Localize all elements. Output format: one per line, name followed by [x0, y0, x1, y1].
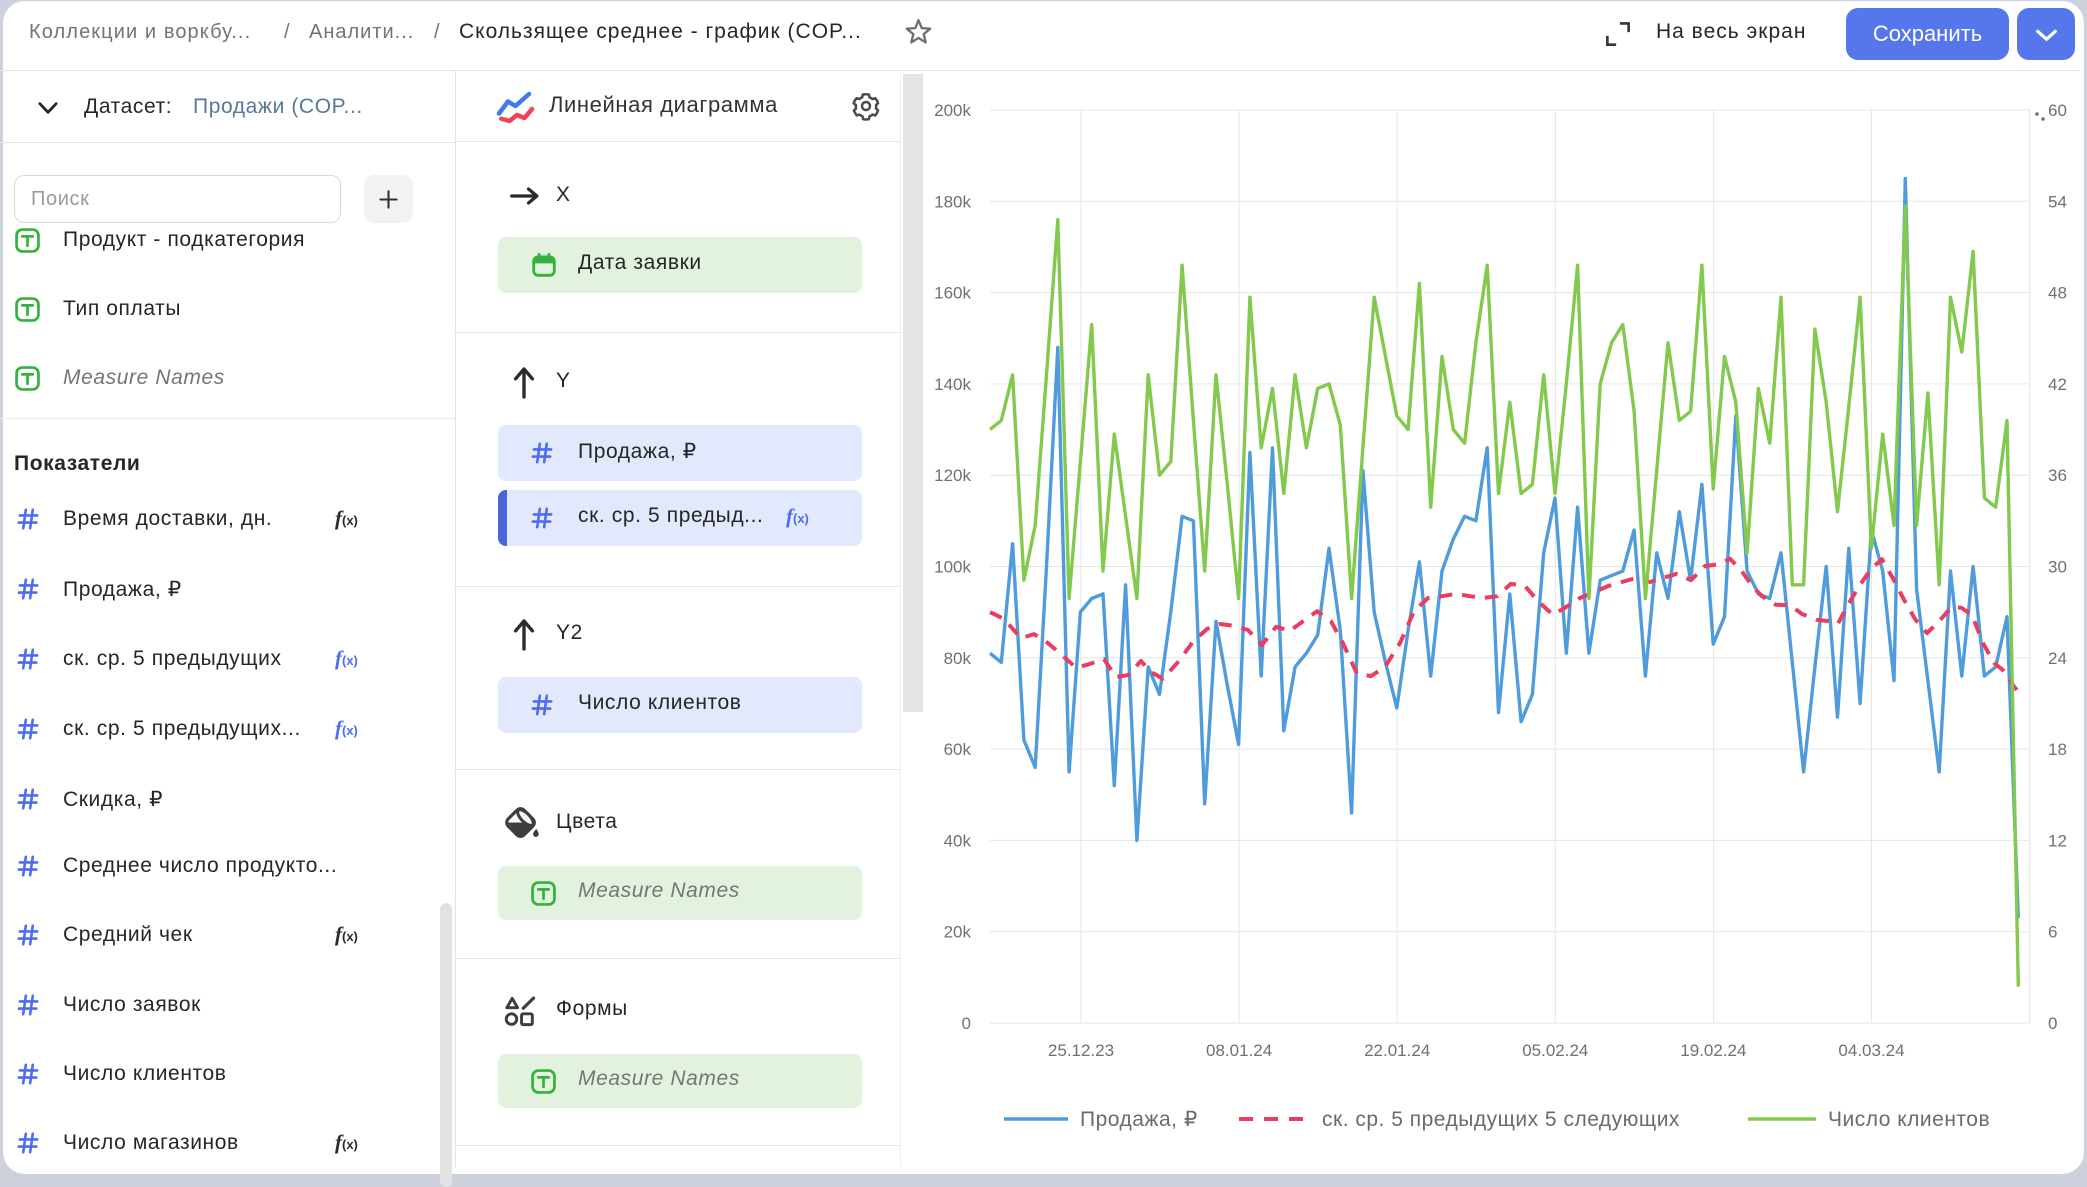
svg-text:30: 30	[2048, 558, 2067, 577]
svg-text:Продажа, ₽: Продажа, ₽	[1080, 1108, 1198, 1131]
svg-text:20k: 20k	[944, 923, 972, 942]
svg-text:22.01.24: 22.01.24	[1364, 1041, 1430, 1060]
svg-text:08.01.24: 08.01.24	[1206, 1041, 1272, 1060]
svg-text:60: 60	[2048, 101, 2067, 120]
svg-text:180k: 180k	[934, 192, 971, 211]
svg-text:0: 0	[962, 1014, 971, 1033]
svg-text:200k: 200k	[934, 101, 971, 120]
svg-text:24: 24	[2048, 649, 2067, 668]
svg-text:120k: 120k	[934, 466, 971, 485]
svg-text:100k: 100k	[934, 558, 971, 577]
svg-text:0: 0	[2048, 1014, 2057, 1033]
svg-text:6: 6	[2048, 923, 2057, 942]
svg-text:42: 42	[2048, 375, 2067, 394]
svg-text:18: 18	[2048, 740, 2067, 759]
svg-text:48: 48	[2048, 284, 2067, 303]
svg-text:ск. ср. 5 предыдущих 5 следующ: ск. ср. 5 предыдущих 5 следующих	[1322, 1108, 1680, 1131]
svg-text:80k: 80k	[944, 649, 972, 668]
svg-text:36: 36	[2048, 466, 2067, 485]
svg-text:05.02.24: 05.02.24	[1522, 1041, 1588, 1060]
svg-text:12: 12	[2048, 831, 2067, 850]
svg-text:140k: 140k	[934, 375, 971, 394]
svg-text:54: 54	[2048, 192, 2067, 211]
svg-text:04.03.24: 04.03.24	[1838, 1041, 1904, 1060]
svg-text:25.12.23: 25.12.23	[1048, 1041, 1114, 1060]
svg-text:160k: 160k	[934, 284, 971, 303]
svg-text:Число клиентов: Число клиентов	[1828, 1108, 1990, 1131]
svg-text:60k: 60k	[944, 740, 972, 759]
svg-text:19.02.24: 19.02.24	[1680, 1041, 1746, 1060]
svg-text:40k: 40k	[944, 831, 972, 850]
